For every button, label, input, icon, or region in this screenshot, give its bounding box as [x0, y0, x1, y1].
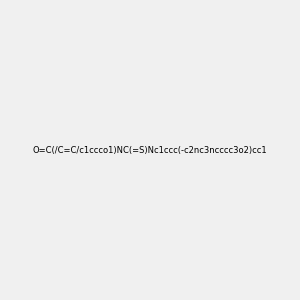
Text: O=C(/C=C/c1ccco1)NC(=S)Nc1ccc(-c2nc3ncccc3o2)cc1: O=C(/C=C/c1ccco1)NC(=S)Nc1ccc(-c2nc3nccc… [33, 146, 267, 154]
